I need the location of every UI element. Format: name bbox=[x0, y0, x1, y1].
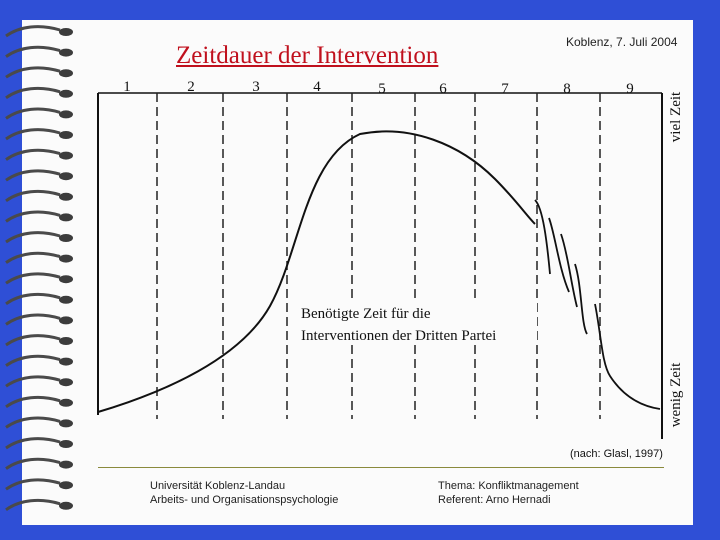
axis-label-viel-zeit: viel Zeit bbox=[668, 91, 684, 142]
binding-ring bbox=[5, 416, 73, 429]
footer-university: Universität Koblenz-Landau Arbeits- und … bbox=[150, 479, 338, 507]
curve-label-line2: Interventionen der Dritten Partei bbox=[301, 328, 496, 344]
binding-ring bbox=[5, 148, 73, 161]
source-citation: (nach: Glasl, 1997) bbox=[570, 448, 663, 460]
binding-ring bbox=[5, 251, 73, 264]
binding-ring bbox=[5, 354, 73, 367]
binding-ring bbox=[5, 498, 73, 512]
curve-fragment bbox=[548, 217, 570, 293]
binding-ring bbox=[5, 86, 73, 100]
stage-label-7: 7 bbox=[501, 81, 509, 97]
stage-label-4: 4 bbox=[313, 79, 321, 95]
binding-ring bbox=[5, 231, 73, 244]
binding-ring bbox=[5, 210, 73, 223]
stage-label-1: 1 bbox=[123, 79, 131, 95]
curve-label-line1: Benötigte Zeit für die bbox=[301, 306, 431, 322]
binding-ring bbox=[5, 25, 73, 38]
intervention-time-curve bbox=[97, 130, 536, 413]
footer-topic: Thema: Konfliktmanagement Referent: Arno… bbox=[438, 479, 579, 507]
stage-label-6: 6 bbox=[439, 81, 447, 97]
stage-label-3: 3 bbox=[252, 79, 260, 95]
spiral-binding bbox=[5, 25, 73, 512]
curve-fragment bbox=[560, 233, 578, 308]
footer-topic-line1: Thema: Konfliktmanagement bbox=[438, 480, 579, 492]
stage-label-9: 9 bbox=[626, 81, 634, 97]
escalation-diagram: 1 2 3 4 5 6 7 8 9 viel Zeit wenig Zeit B… bbox=[97, 79, 684, 439]
stage-label-2: 2 bbox=[187, 79, 195, 95]
slide bbox=[22, 20, 693, 525]
date-label: Koblenz, 7. Juli 2004 bbox=[566, 35, 678, 49]
footer-topic-line2: Referent: Arno Hernadi bbox=[438, 494, 551, 506]
stage-label-5: 5 bbox=[378, 81, 386, 97]
binding-ring bbox=[5, 189, 73, 203]
stage-label-8: 8 bbox=[563, 81, 571, 97]
binding-ring bbox=[5, 66, 73, 79]
fragmented-curve-tail bbox=[534, 199, 661, 410]
binding-ring bbox=[5, 313, 73, 326]
footer-university-line2: Arbeits- und Organisationspsychologie bbox=[150, 494, 339, 506]
footer-university-line1: Universität Koblenz-Landau bbox=[150, 480, 286, 492]
annotation-backdrop bbox=[299, 301, 537, 345]
binding-ring bbox=[5, 107, 73, 120]
binding-ring bbox=[5, 128, 73, 141]
curve-fragment bbox=[594, 303, 661, 410]
stage-separators bbox=[156, 93, 601, 419]
binding-ring bbox=[5, 292, 73, 306]
binding-ring bbox=[5, 457, 73, 470]
curve-fragment bbox=[574, 263, 588, 335]
binding-ring bbox=[5, 272, 73, 285]
binding-ring bbox=[5, 45, 73, 58]
binding-ring bbox=[5, 334, 73, 347]
curve-fragment bbox=[534, 199, 551, 275]
binding-ring bbox=[5, 478, 73, 491]
binding-ring bbox=[5, 169, 73, 182]
slide-title: Zeitdauer der Intervention bbox=[176, 42, 439, 69]
axis-label-wenig-zeit: wenig Zeit bbox=[668, 362, 684, 427]
footer-divider bbox=[98, 467, 664, 468]
binding-ring bbox=[5, 375, 73, 388]
binding-ring bbox=[5, 395, 73, 409]
binding-ring bbox=[5, 437, 73, 450]
